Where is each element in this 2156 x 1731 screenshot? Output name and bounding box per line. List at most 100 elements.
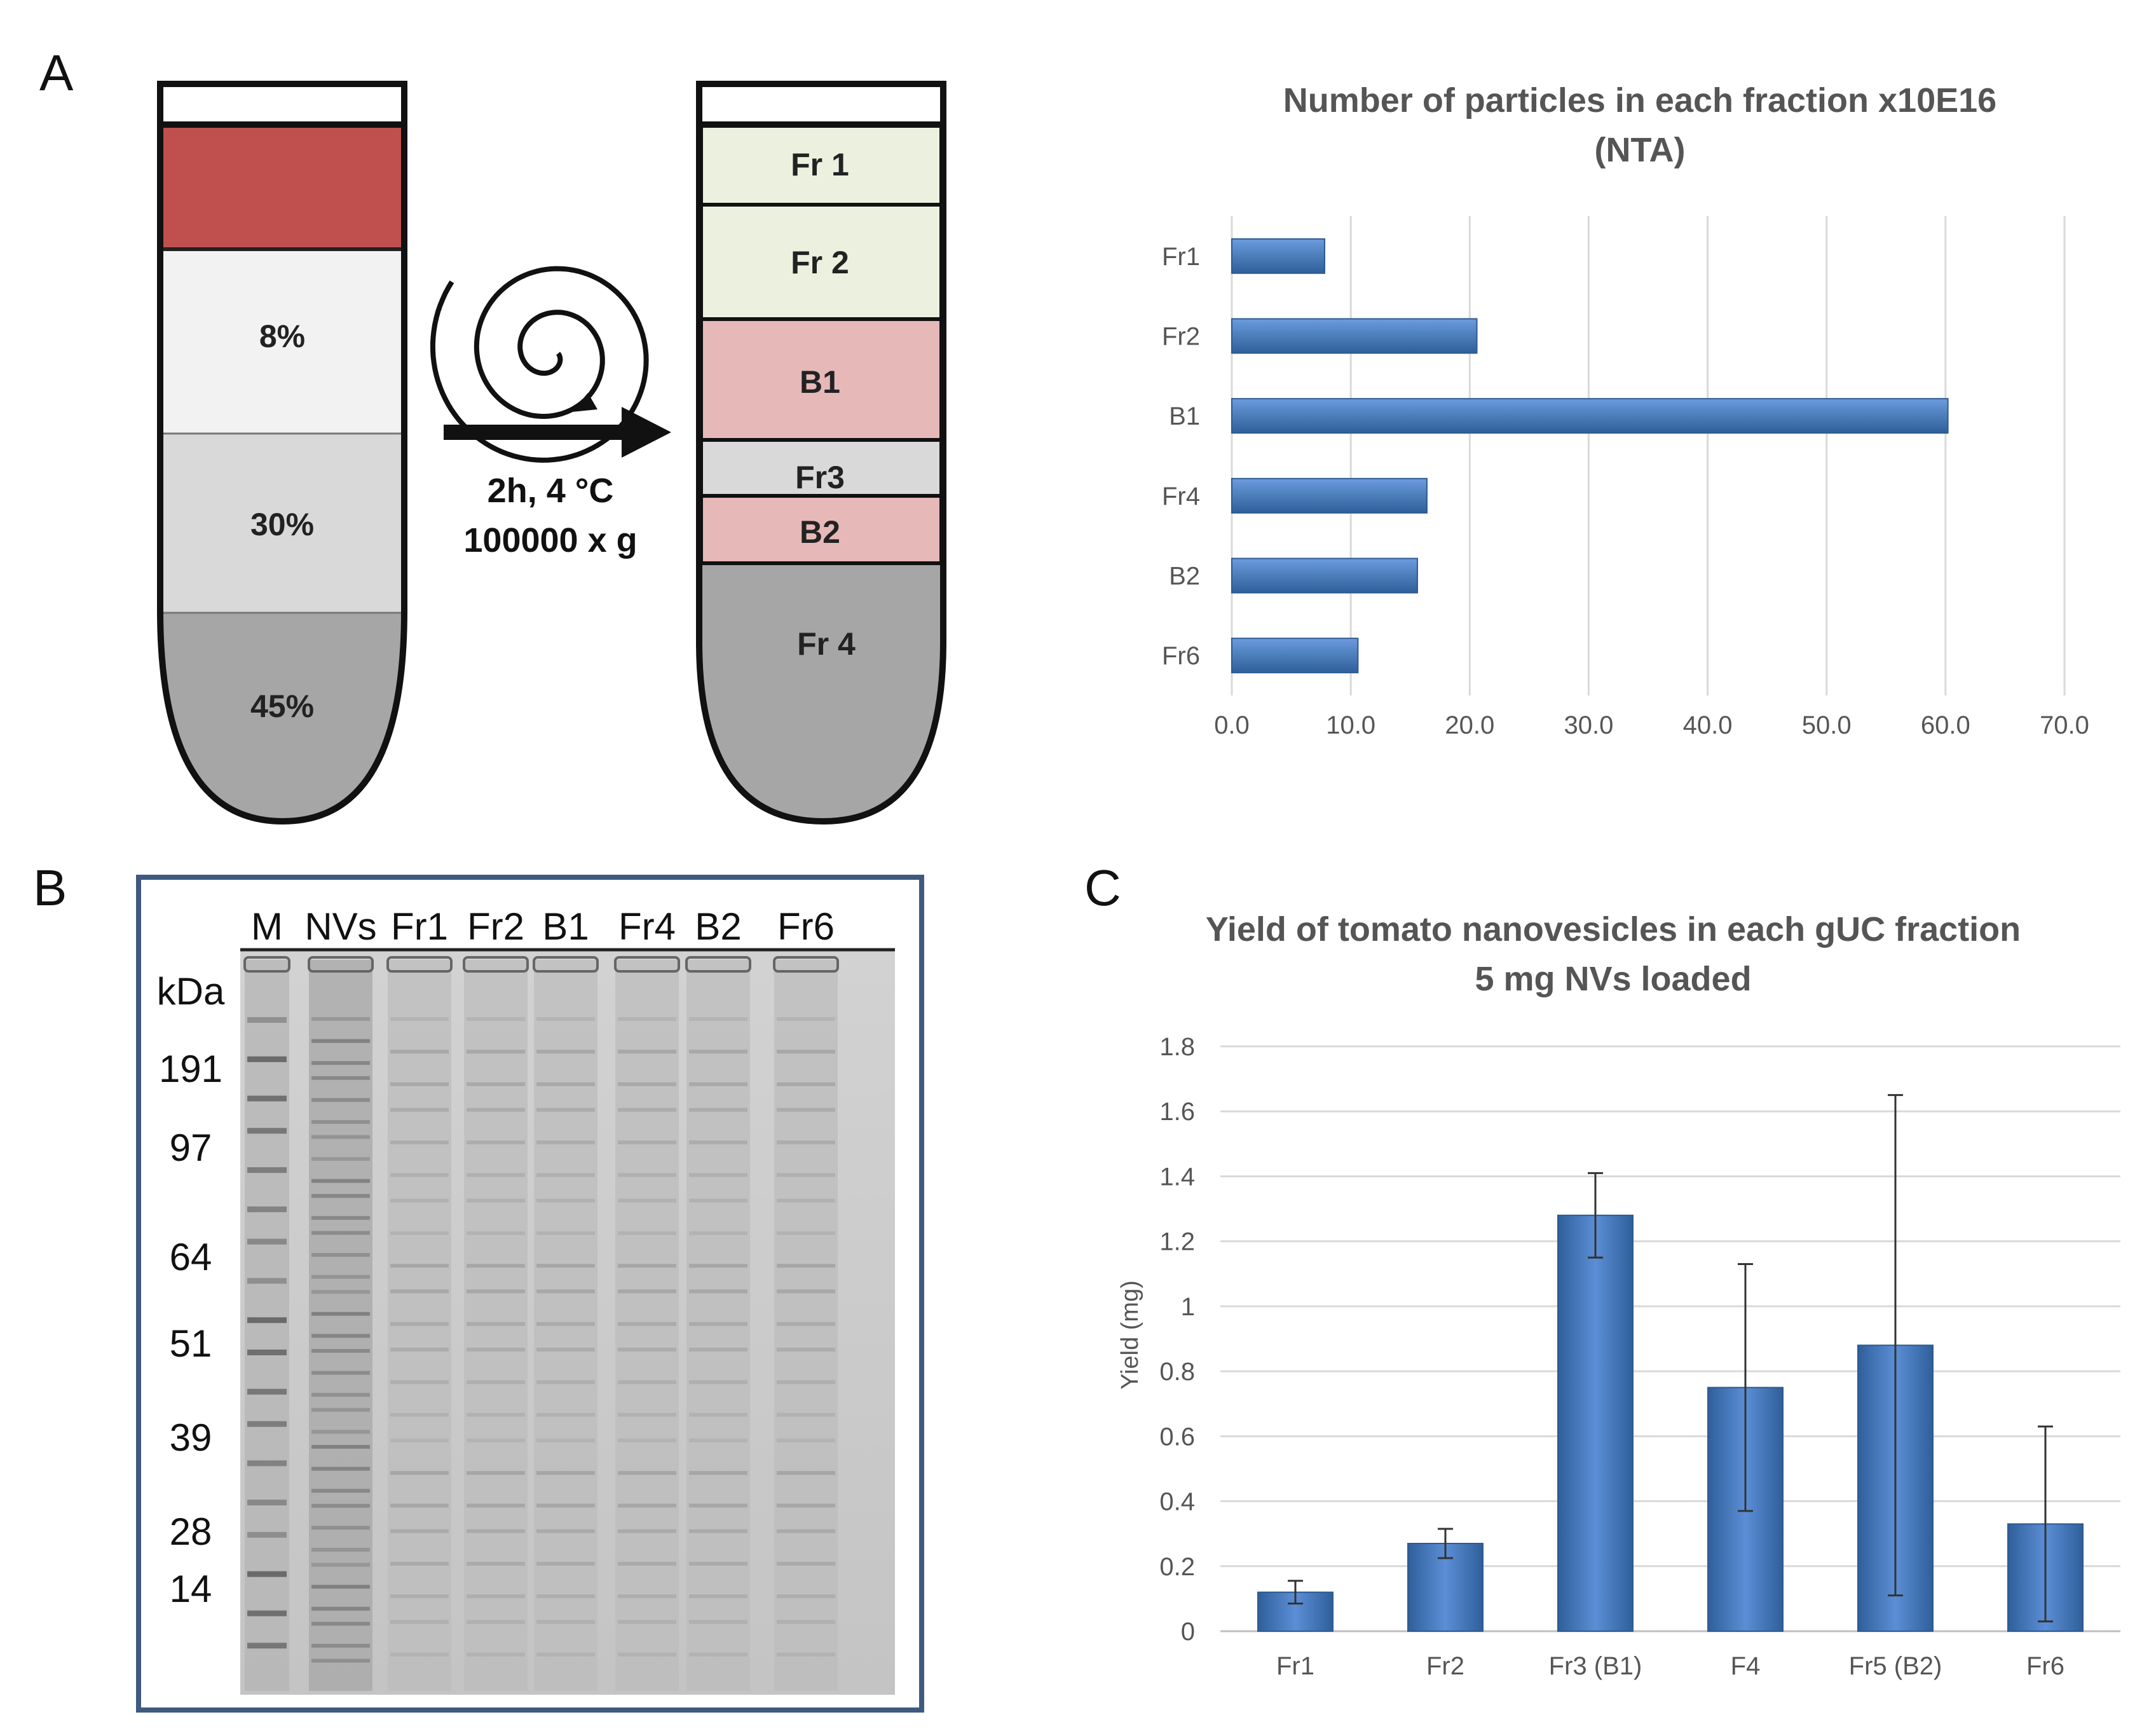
tube1-label-30: 30% bbox=[250, 507, 314, 542]
gel-lane bbox=[463, 956, 529, 1691]
chart-c-y-tick: 0.8 bbox=[1159, 1358, 1195, 1386]
chart-a-x-tick: 20.0 bbox=[1445, 711, 1494, 739]
chart-c-error-bar bbox=[2038, 1425, 2053, 1623]
gel-lane-label: NVs bbox=[304, 905, 376, 948]
gel-lane bbox=[243, 956, 290, 1691]
gel-lane bbox=[386, 956, 453, 1691]
chart-a-title-line2: (NTA) bbox=[1595, 131, 1686, 169]
gel-marker-label: 97 bbox=[170, 1126, 212, 1169]
band-b2 bbox=[699, 496, 943, 563]
chart-a-category-label: B2 bbox=[1169, 563, 1200, 591]
chart-a-x-tick: 40.0 bbox=[1683, 711, 1733, 739]
gel-marker-label: 39 bbox=[170, 1416, 212, 1459]
band-b1 bbox=[699, 319, 943, 440]
fraction-fr1 bbox=[699, 125, 943, 205]
chart-c-category-label: Fr1 bbox=[1276, 1652, 1314, 1680]
chart-a-bar bbox=[1231, 318, 1478, 354]
chart-c-category-label: Fr6 bbox=[2026, 1652, 2064, 1680]
chart-a-x-tick: 70.0 bbox=[2040, 711, 2089, 739]
chart-c-y-tick: 1.4 bbox=[1159, 1163, 1195, 1191]
fraction-fr3 bbox=[699, 440, 943, 496]
gel-lane-label: Fr1 bbox=[391, 905, 448, 948]
chart-a-x-tick: 50.0 bbox=[1802, 711, 1852, 739]
gradient-tube-before: 8% 30% 45% bbox=[157, 81, 407, 825]
fraction-fr2 bbox=[699, 205, 943, 319]
panel-b-letter: B bbox=[33, 859, 67, 916]
fraction-fr4 bbox=[699, 563, 943, 821]
chart-a-bar bbox=[1231, 638, 1359, 674]
gel-lane bbox=[614, 956, 680, 1691]
yield-bar-chart: Yield of tomato nanovesicles in each gUC… bbox=[1117, 910, 2120, 1680]
chart-a-x-tick: 10.0 bbox=[1326, 711, 1375, 739]
chart-c-y-tick: 1.6 bbox=[1159, 1098, 1195, 1126]
chart-c-category-label: Fr2 bbox=[1426, 1652, 1464, 1680]
gel-marker-label: 14 bbox=[170, 1568, 212, 1610]
chart-c-y-tick: 1.8 bbox=[1159, 1033, 1195, 1061]
chart-c-category-label: F4 bbox=[1731, 1652, 1761, 1680]
gel-lane-label: B2 bbox=[695, 905, 741, 948]
panel-a-letter: A bbox=[39, 44, 74, 101]
gel-marker-label: 28 bbox=[170, 1510, 212, 1553]
chart-c-y-tick: 0.4 bbox=[1159, 1488, 1195, 1516]
chart-c-error-bar bbox=[1288, 1580, 1303, 1605]
gel-lane-label: Fr2 bbox=[467, 905, 524, 948]
sample-layer bbox=[160, 125, 404, 249]
chart-c-category-label: Fr3 (B1) bbox=[1549, 1652, 1642, 1680]
chart-a-bar bbox=[1231, 477, 1428, 514]
layer-8-percent bbox=[160, 249, 404, 434]
sds-page-gel: M NVs Fr1 Fr2 B1 Fr4 B2 Fr6 kDa 191 97 64 51 39 28 14 bbox=[136, 875, 924, 1713]
gel-marker-label: 191 bbox=[159, 1048, 222, 1090]
gel-lane bbox=[533, 956, 599, 1691]
chart-a-bar bbox=[1231, 238, 1325, 274]
tube1-label-8: 8% bbox=[259, 318, 305, 354]
chart-a-x-tick: 60.0 bbox=[1921, 711, 1970, 739]
chart-a-category-label: B1 bbox=[1169, 402, 1200, 430]
gradient-tube-after: Fr 1 Fr 2 B1 Fr3 B2 Fr 4 bbox=[696, 81, 946, 825]
chart-a-category-label: Fr6 bbox=[1162, 642, 1200, 670]
arrow-icon bbox=[444, 407, 671, 458]
tube2-label-fr4: Fr 4 bbox=[797, 626, 856, 662]
chart-c-title-line2: 5 mg NVs loaded bbox=[1475, 960, 1751, 998]
chart-a-bar bbox=[1231, 398, 1949, 434]
gel-lane bbox=[685, 956, 751, 1691]
tube2-label-b2: B2 bbox=[800, 514, 840, 550]
chart-a-title-line1: Number of particles in each fraction x10… bbox=[1283, 81, 1996, 120]
gel-lane bbox=[773, 956, 839, 1691]
chart-c-error-bar bbox=[1438, 1528, 1453, 1559]
chart-a-category-label: Fr2 bbox=[1162, 323, 1200, 351]
gel-lane-label: B1 bbox=[542, 905, 589, 948]
gel-lane-label: M bbox=[251, 905, 283, 948]
chart-c-bar bbox=[1557, 1214, 1634, 1632]
tube2-label-fr3: Fr3 bbox=[795, 460, 845, 495]
chart-c-y-tick: 0.6 bbox=[1159, 1423, 1195, 1451]
gel-lane-label: Fr6 bbox=[777, 905, 835, 948]
gel-lane bbox=[308, 956, 374, 1691]
chart-c-y-tick: 1 bbox=[1181, 1293, 1195, 1321]
chart-c-error-bar bbox=[1588, 1172, 1603, 1259]
chart-a-category-label: Fr1 bbox=[1162, 243, 1200, 271]
chart-c-error-bar bbox=[1888, 1094, 1903, 1597]
chart-a-x-tick: 30.0 bbox=[1564, 711, 1613, 739]
centrifuge-spiral-icon bbox=[430, 266, 649, 463]
tube2-label-b1: B1 bbox=[800, 364, 840, 400]
chart-a-category-label: Fr4 bbox=[1162, 482, 1200, 510]
panel-c-letter: C bbox=[1084, 859, 1121, 916]
chart-a-bar bbox=[1231, 558, 1418, 594]
gel-marker-label: 51 bbox=[170, 1322, 212, 1365]
tube2-label-fr1: Fr 1 bbox=[791, 147, 849, 182]
gel-lane-label: Fr4 bbox=[618, 905, 676, 948]
chart-c-category-label: Fr5 (B2) bbox=[1849, 1652, 1942, 1680]
particles-bar-chart: Number of particles in each fraction x10… bbox=[1162, 81, 2089, 739]
chart-c-y-tick: 1.2 bbox=[1159, 1228, 1195, 1256]
tube2-label-fr2: Fr 2 bbox=[791, 245, 849, 280]
chart-c-title-line1: Yield of tomato nanovesicles in each gUC… bbox=[1206, 910, 2021, 948]
chart-c-y-axis-label: Yield (mg) bbox=[1117, 1280, 1143, 1390]
condition-time-temp: 2h, 4 °C bbox=[488, 472, 614, 510]
layer-30-percent bbox=[160, 434, 404, 613]
chart-c-y-tick: 0 bbox=[1181, 1618, 1195, 1646]
gel-unit-label: kDa bbox=[157, 970, 225, 1013]
chart-c-error-bar bbox=[1738, 1262, 1753, 1512]
chart-c-y-tick: 0.2 bbox=[1159, 1553, 1195, 1581]
tube1-label-45: 45% bbox=[250, 688, 314, 724]
